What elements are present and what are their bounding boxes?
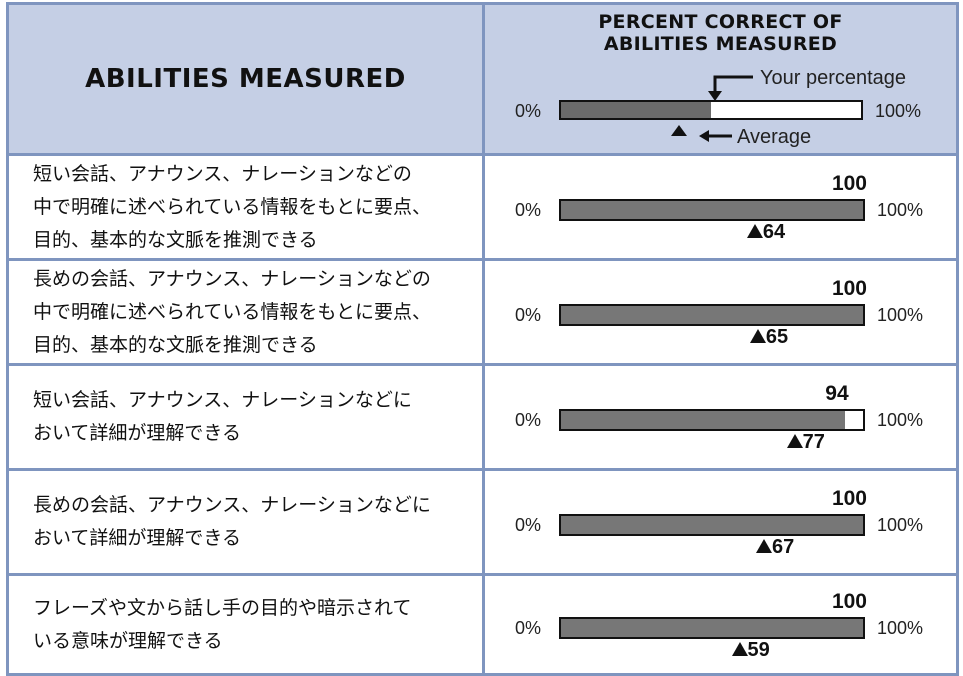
average-value: 64 <box>762 221 786 243</box>
ability-description-line: いる意味が理解できる <box>33 629 223 652</box>
abilities-table: ABILITIES MEASURED PERCENT CORRECT OF AB… <box>6 2 959 676</box>
ability-description: 短い会話、アナウンス、ナレーションなどに おいて詳細が理解できる <box>6 363 485 471</box>
your-score-value: 94 <box>825 382 849 405</box>
key-hundred-label: 100% <box>875 101 922 121</box>
percent-header-line2: ABILITIES MEASURED <box>603 33 838 55</box>
average-marker: 59 <box>731 639 770 662</box>
ability-row: 長めの会話、アナウンス、ナレーションなどの 中で明確に述べられている情報をもとに要… <box>6 258 959 366</box>
average-marker: 64 <box>746 221 786 244</box>
score-bar <box>559 304 865 326</box>
ability-description: 短い会話、アナウンス、ナレーションなどの 中で明確に述べられている情報をもとに要点… <box>6 153 485 261</box>
ability-description-line: 目的、基本的な文脈を推測できる <box>33 333 318 356</box>
score-bar-cell: 0% 100% 100 67 <box>482 468 959 576</box>
hundred-percent-label: 100% <box>877 305 924 325</box>
score-bar-fill <box>561 306 863 324</box>
average-triangle-icon <box>749 329 766 343</box>
key-average-label: Average <box>737 126 812 148</box>
average-triangle-icon <box>756 539 773 553</box>
your-score-value: 100 <box>831 277 867 300</box>
ability-row: フレーズや文から話し手の目的や暗示されて いる意味が理解できる 0% 100% 100 5… <box>6 573 959 676</box>
zero-percent-label: 0% <box>515 515 542 535</box>
score-bar-fill <box>561 411 845 429</box>
score-bar <box>559 199 865 221</box>
average-value: 67 <box>772 536 795 558</box>
average-value: 65 <box>765 326 789 348</box>
average-marker: 77 <box>786 431 825 454</box>
score-bar-fill <box>561 619 863 637</box>
score-bar <box>559 409 865 431</box>
ability-row: 長めの会話、アナウンス、ナレーションなどに おいて詳細が理解できる 0% 100% 10… <box>6 468 959 576</box>
score-bar-cell: 0% 100% 94 77 <box>482 363 959 471</box>
key-bar <box>559 100 863 120</box>
ability-description-line: 短い会話、アナウンス、ナレーションなどの <box>33 162 412 185</box>
ability-description-line: 中で明確に述べられている情報をもとに要点、 <box>33 300 432 323</box>
ability-row: 短い会話、アナウンス、ナレーションなどの 中で明確に述べられている情報をもとに要点… <box>6 153 959 261</box>
ability-description-line: おいて詳細が理解できる <box>33 422 242 444</box>
average-triangle-icon <box>746 224 763 238</box>
score-bar-cell: 0% 100% 100 65 <box>482 258 959 366</box>
ability-row: 短い会話、アナウンス、ナレーションなどに おいて詳細が理解できる 0% 100% 94 7… <box>6 363 959 471</box>
ability-description: 長めの会話、アナウンス、ナレーションなどに おいて詳細が理解できる <box>6 468 485 576</box>
key-arrows <box>671 75 753 142</box>
score-bar-fill <box>561 516 863 534</box>
ability-description-line: 目的、基本的な文脈を推測できる <box>33 228 318 251</box>
hundred-percent-label: 100% <box>877 618 924 638</box>
ability-description: フレーズや文から話し手の目的や暗示されて いる意味が理解できる <box>6 573 485 676</box>
average-marker: 65 <box>749 326 789 349</box>
percent-header-title: PERCENT CORRECT OF ABILITIES MEASURED <box>485 11 956 55</box>
zero-percent-label: 0% <box>515 410 542 430</box>
percent-header-line1: PERCENT CORRECT OF <box>598 11 843 33</box>
ability-description-line: 長めの会話、アナウンス、ナレーションなどの <box>33 267 431 290</box>
ability-description-line: おいて詳細が理解できる <box>33 527 242 549</box>
average-arrow-icon <box>699 130 732 142</box>
percent-header-cell: PERCENT CORRECT OF ABILITIES MEASURED Yo… <box>482 2 959 156</box>
hundred-percent-label: 100% <box>877 410 924 430</box>
average-value: 77 <box>802 431 825 453</box>
hundred-percent-label: 100% <box>877 515 924 535</box>
abilities-header: ABILITIES MEASURED <box>85 64 406 94</box>
score-bar-cell: 0% 100% 100 59 <box>482 573 959 676</box>
score-bar <box>559 514 865 536</box>
header-row: ABILITIES MEASURED PERCENT CORRECT OF AB… <box>6 2 959 156</box>
your-percentage-arrow-icon <box>708 75 753 101</box>
score-bar-cell: 0% 100% 100 64 <box>482 153 959 261</box>
your-score-value: 100 <box>831 172 867 195</box>
key-your-percentage-label: Your percentage <box>760 67 907 89</box>
score-bar-fill <box>561 201 863 219</box>
ability-description: 長めの会話、アナウンス、ナレーションなどの 中で明確に述べられている情報をもとに要… <box>6 258 485 366</box>
key-bar-fill <box>561 102 711 118</box>
average-marker: 67 <box>756 536 794 559</box>
your-score-value: 100 <box>831 590 867 613</box>
ability-description-line: フレーズや文から話し手の目的や暗示されて <box>33 596 412 619</box>
your-score-value: 100 <box>831 487 867 510</box>
ability-description-line: 長めの会話、アナウンス、ナレーションなどに <box>33 494 431 516</box>
hundred-percent-label: 100% <box>877 200 924 220</box>
average-triangle-icon <box>671 125 687 136</box>
score-bar <box>559 617 865 639</box>
average-triangle-icon <box>731 642 748 656</box>
average-value: 59 <box>747 639 770 661</box>
ability-description-line: 中で明確に述べられている情報をもとに要点、 <box>33 195 432 218</box>
average-triangle-icon <box>786 434 803 448</box>
abilities-header-cell: ABILITIES MEASURED <box>6 2 485 156</box>
ability-description-line: 短い会話、アナウンス、ナレーションなどに <box>33 389 412 411</box>
key-zero-label: 0% <box>515 101 542 121</box>
zero-percent-label: 0% <box>515 305 542 325</box>
zero-percent-label: 0% <box>515 200 542 220</box>
zero-percent-label: 0% <box>515 618 542 638</box>
